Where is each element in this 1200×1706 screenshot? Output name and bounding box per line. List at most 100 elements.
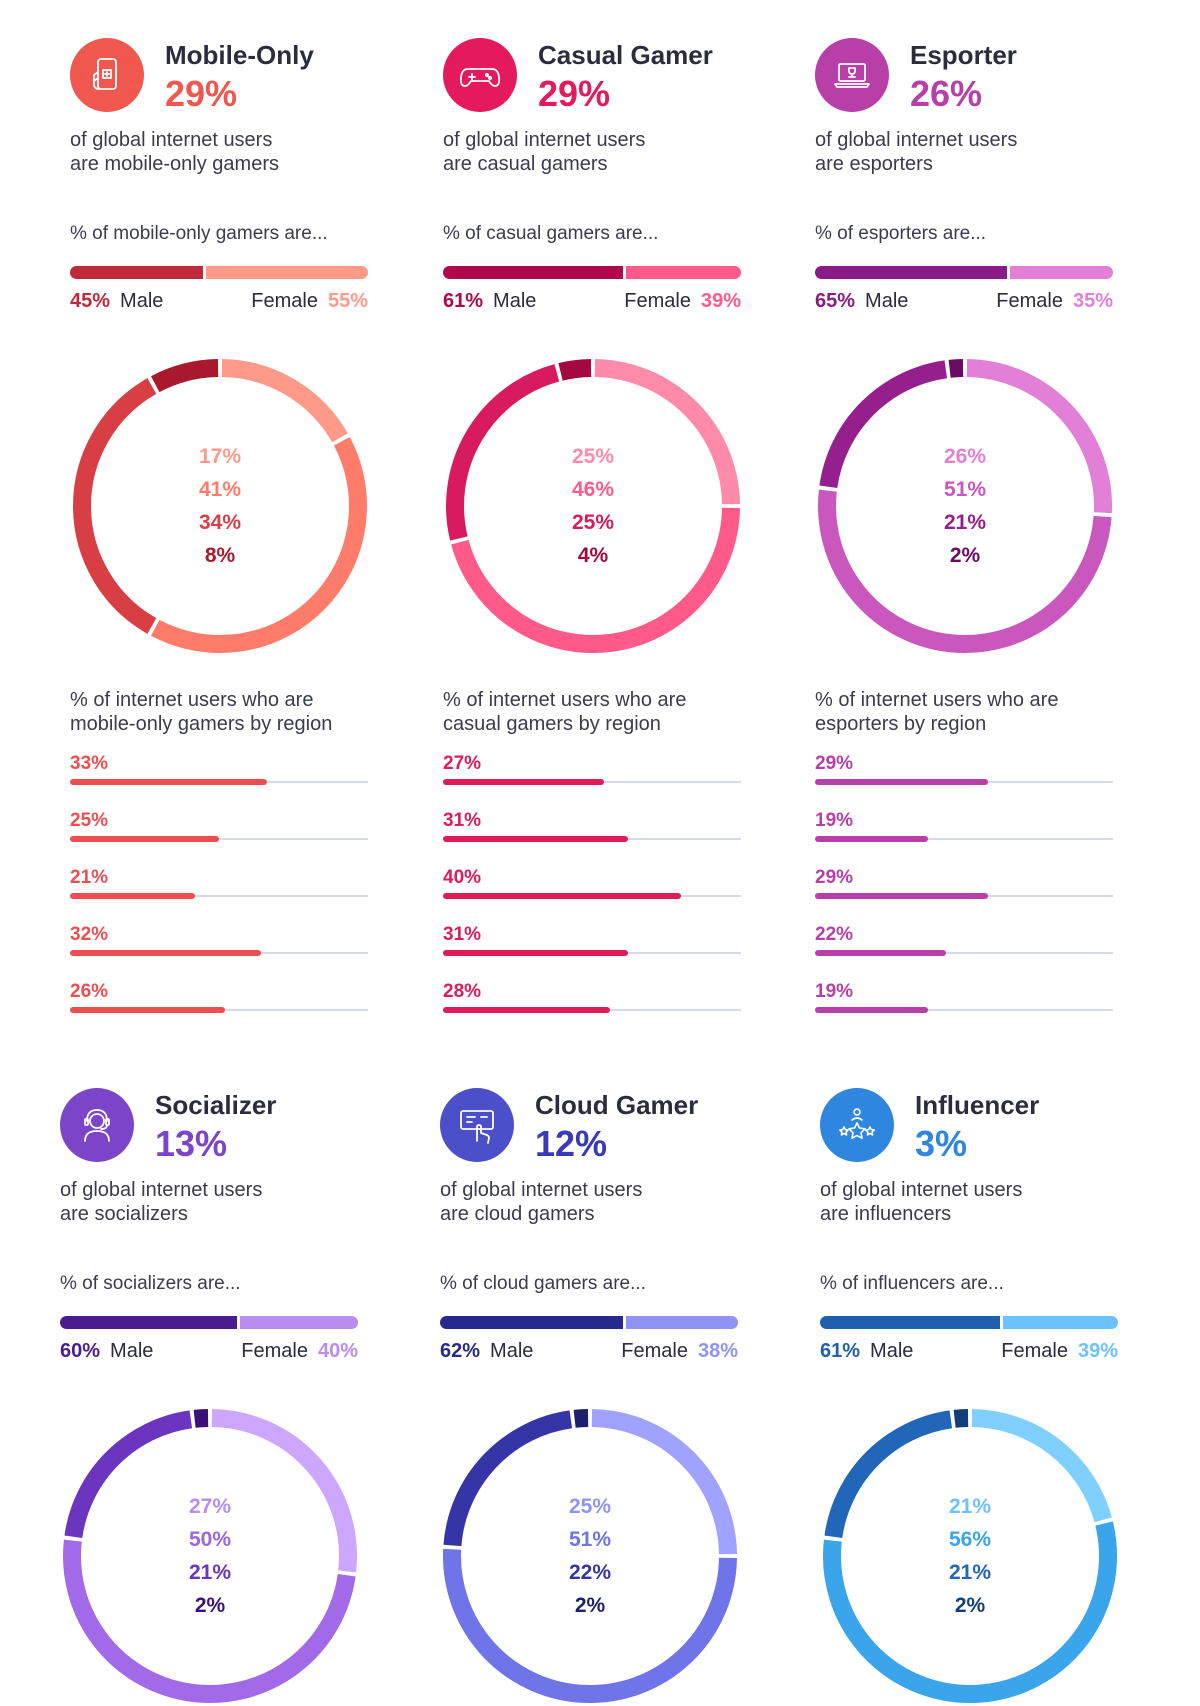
region-row: 32% bbox=[70, 924, 368, 964]
region-percent: 29% bbox=[815, 867, 854, 888]
region-track bbox=[815, 1009, 1113, 1011]
description-line: of global internet users bbox=[443, 129, 646, 151]
category-description: of global internet users are cloud gamer… bbox=[440, 1178, 750, 1226]
gender-bar bbox=[815, 266, 1113, 279]
gender-labels: 61% Male Female 39% bbox=[820, 1340, 1118, 1363]
laptop-trophy-icon bbox=[834, 63, 870, 88]
category-percent: 29% bbox=[538, 73, 611, 114]
donut-labels: 21% 56% 21% 2% bbox=[820, 1490, 1120, 1622]
description-line: are casual gamers bbox=[443, 153, 608, 175]
gender-title: % of mobile-only gamers are... bbox=[70, 223, 328, 244]
category-description: of global internet users are socializers bbox=[60, 1178, 370, 1226]
female-percent: 39% bbox=[700, 290, 741, 312]
region-percent: 40% bbox=[443, 867, 482, 888]
donut-segment bbox=[73, 378, 157, 634]
region-bar bbox=[70, 893, 196, 899]
region-bar bbox=[815, 950, 947, 956]
donut-segment bbox=[211, 1409, 357, 1573]
donut-label: 25% bbox=[571, 445, 615, 468]
description-line: of global internet users bbox=[60, 1179, 263, 1201]
category-percent: 29% bbox=[165, 73, 238, 114]
donut-label: 27% bbox=[188, 1495, 232, 1518]
description-line: are influencers bbox=[820, 1203, 952, 1225]
description-line: are esporters bbox=[815, 153, 933, 175]
female-segment bbox=[1003, 1316, 1118, 1329]
donut-label: 25% bbox=[568, 1495, 612, 1518]
description-line: are mobile-only gamers bbox=[70, 153, 279, 175]
male-segment bbox=[815, 266, 1008, 279]
region-title: % of internet users who are mobile-only … bbox=[70, 688, 332, 736]
male-percent: 60% bbox=[60, 1340, 101, 1362]
donut-segment bbox=[971, 1409, 1112, 1523]
female-segment bbox=[626, 266, 741, 279]
category-name: Casual Gamer bbox=[538, 40, 713, 70]
donut-label: 2% bbox=[194, 1594, 226, 1617]
region-bar bbox=[70, 836, 219, 842]
donut-label: 21% bbox=[943, 511, 987, 534]
region-row: 29% bbox=[815, 867, 1113, 907]
donut-segment bbox=[966, 359, 1112, 514]
donut-labels: 25% 46% 25% 4% bbox=[443, 440, 743, 572]
donut-segment bbox=[451, 507, 740, 653]
touch-screen-icon bbox=[460, 1110, 494, 1144]
region-row: 21% bbox=[70, 867, 368, 907]
region-row: 27% bbox=[443, 753, 741, 793]
region-percent: 27% bbox=[443, 753, 482, 774]
gender-title: % of casual gamers are... bbox=[443, 223, 659, 244]
donut-segment bbox=[824, 1410, 953, 1539]
male-segment bbox=[70, 266, 203, 279]
gender-bar bbox=[820, 1316, 1118, 1329]
donut-segment bbox=[591, 1409, 737, 1555]
region-percent: 28% bbox=[443, 981, 482, 1002]
donut-label: 51% bbox=[943, 478, 987, 501]
gender-labels: 65% Male Female 35% bbox=[815, 290, 1113, 313]
category-percent: 13% bbox=[155, 1123, 228, 1164]
male-percent: 61% bbox=[820, 1340, 861, 1362]
icon-circle bbox=[820, 1088, 894, 1162]
gender-title: % of cloud gamers are... bbox=[440, 1273, 646, 1294]
male-segment bbox=[60, 1316, 238, 1329]
male-percent: 61% bbox=[443, 290, 484, 312]
region-track bbox=[815, 838, 1113, 840]
region-track bbox=[815, 952, 1113, 954]
region-bar bbox=[443, 779, 604, 785]
male-segment bbox=[820, 1316, 1001, 1329]
category-percent: 12% bbox=[535, 1123, 608, 1164]
donut-label: 2% bbox=[949, 544, 981, 567]
male-percent: 45% bbox=[70, 290, 111, 312]
donut-label: 21% bbox=[948, 1561, 992, 1584]
gender-bar bbox=[440, 1316, 738, 1329]
female-percent: 40% bbox=[317, 1340, 358, 1362]
donut-label: 50% bbox=[188, 1528, 232, 1551]
region-row: 40% bbox=[443, 867, 741, 907]
region-title: % of internet users who are esporters by… bbox=[815, 688, 1058, 736]
headset-user-icon bbox=[84, 1109, 110, 1142]
donut-label: 41% bbox=[198, 478, 242, 501]
region-title: % of internet users who are casual gamer… bbox=[443, 688, 686, 736]
region-percent: 21% bbox=[70, 867, 109, 888]
gender-bar bbox=[443, 266, 741, 279]
donut-labels: 25% 51% 22% 2% bbox=[440, 1490, 740, 1622]
female-percent: 38% bbox=[697, 1340, 738, 1362]
female-segment bbox=[626, 1316, 738, 1329]
region-bar bbox=[443, 950, 628, 956]
donut-chart bbox=[73, 359, 367, 653]
category-name: Esporter bbox=[910, 40, 1017, 70]
region-percent: 33% bbox=[70, 753, 109, 774]
icon-circle bbox=[443, 38, 517, 112]
female-label: Female bbox=[251, 290, 318, 312]
male-percent: 65% bbox=[815, 290, 856, 312]
region-bar bbox=[70, 779, 267, 785]
description-line: of global internet users bbox=[815, 129, 1018, 151]
donut-label: 2% bbox=[954, 1594, 986, 1617]
region-row: 19% bbox=[815, 981, 1113, 1021]
region-row: 19% bbox=[815, 810, 1113, 850]
region-row: 25% bbox=[70, 810, 368, 850]
description-line: are socializers bbox=[60, 1203, 188, 1225]
female-label: Female bbox=[1001, 1340, 1068, 1362]
donut-labels: 26% 51% 21% 2% bbox=[815, 440, 1115, 572]
gender-labels: 60% Male Female 40% bbox=[60, 1340, 358, 1363]
region-percent: 29% bbox=[815, 753, 854, 774]
donut-label: 8% bbox=[204, 544, 236, 567]
category-description: of global internet users are casual game… bbox=[443, 128, 753, 176]
